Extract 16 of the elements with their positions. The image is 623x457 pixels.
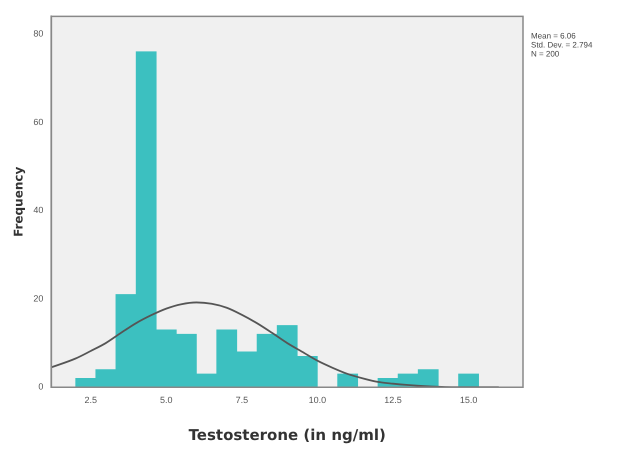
text: N = 200 [531, 50, 560, 59]
x-tick-label: 2.5 [84, 395, 97, 406]
x-tick-label: 7.5 [236, 395, 248, 406]
x-tick-label: 5.0 [160, 395, 173, 406]
text: Mean = 6.06 [531, 32, 576, 41]
y-tick-label: 60 [33, 116, 44, 127]
y-axis-title: Frequency [11, 166, 26, 237]
y-tick-label: 40 [33, 205, 44, 216]
x-axis-title: Testosterone (in ng/ml) [188, 426, 386, 444]
y-tick-label: 0 [38, 382, 44, 392]
y-tick-label: 80 [33, 28, 44, 39]
x-tick-label: 10.0 [308, 395, 326, 406]
x-tick-label: 15.0 [460, 395, 478, 406]
text: Std. Dev. = 2.794 [531, 40, 593, 50]
y-tick-label: 20 [33, 293, 44, 304]
x-tick-label: 12.5 [384, 395, 402, 406]
